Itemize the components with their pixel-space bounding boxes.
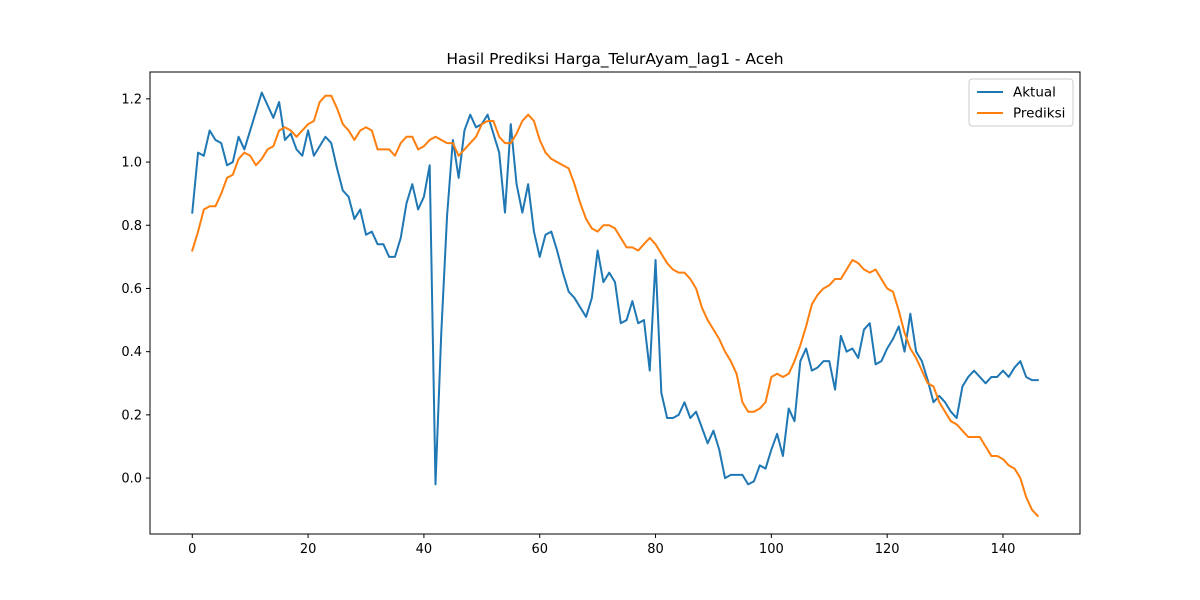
x-tick-label: 120 (875, 542, 900, 557)
x-tick-label: 40 (416, 542, 433, 557)
legend: Aktual Prediksi (968, 78, 1074, 127)
axes-background (150, 72, 1080, 534)
series-line-prediksi (191, 94, 1040, 518)
y-tick-label: 0.0 (121, 472, 142, 487)
legend-label-prediksi: Prediksi (1013, 106, 1065, 122)
x-tick-label: 20 (300, 542, 317, 557)
y-tick-label: 0.8 (121, 219, 142, 234)
y-tick-label: 0.4 (121, 345, 142, 360)
x-tick-label: 0 (188, 542, 196, 557)
legend-box (968, 78, 1074, 127)
chart-title: Hasil Prediksi Harga_TelurAyam_lag1 - Ac… (446, 50, 783, 69)
legend-label-aktual: Aktual (1013, 85, 1056, 101)
plot-area (149, 71, 1081, 535)
x-tick-label: 60 (531, 542, 548, 557)
x-tick-label: 100 (759, 542, 784, 557)
y-axis: 0.0 0.2 0.4 0.6 0.8 1.0 1.2 (121, 92, 150, 487)
x-tick-label: 140 (991, 542, 1016, 557)
y-tick-label: 1.0 (121, 156, 142, 171)
series-line-aktual (191, 91, 1039, 486)
y-tick-label: 0.6 (121, 282, 142, 297)
series-layer (191, 91, 1040, 518)
x-tick-label: 80 (647, 542, 664, 557)
y-tick-label: 0.2 (121, 408, 142, 423)
y-tick-label: 1.2 (121, 92, 142, 107)
axes-frame (149, 71, 1081, 535)
x-axis: 0 20 40 60 80 100 120 140 (188, 534, 1015, 557)
